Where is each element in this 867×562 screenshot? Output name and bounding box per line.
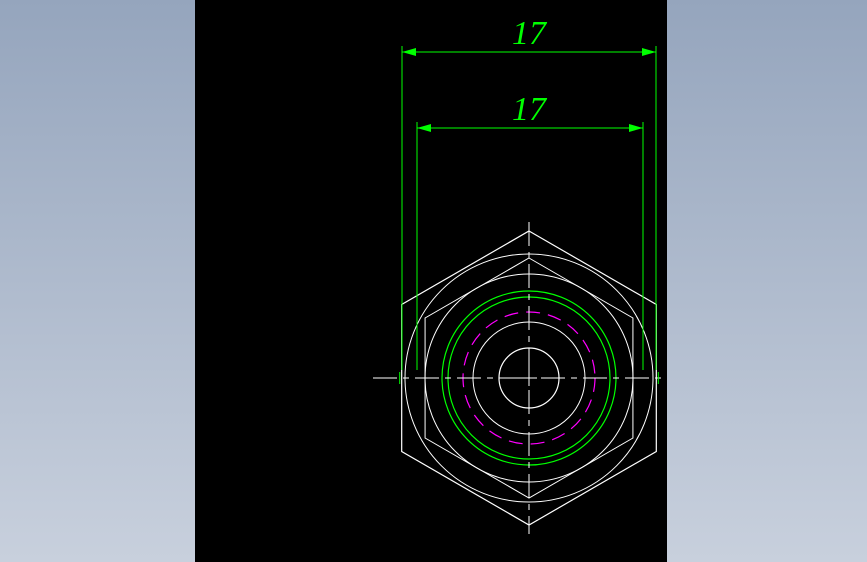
dimension-arrowhead xyxy=(642,48,656,56)
dimension-arrowhead xyxy=(629,124,643,132)
dimension-arrowhead xyxy=(402,48,416,56)
cad-canvas[interactable]: 1717 xyxy=(195,0,667,562)
cad-drawing: 1717 xyxy=(195,0,667,562)
dimension-value: 17 xyxy=(512,15,548,52)
dimension-value: 17 xyxy=(512,91,548,128)
dimension-arrowhead xyxy=(417,124,431,132)
